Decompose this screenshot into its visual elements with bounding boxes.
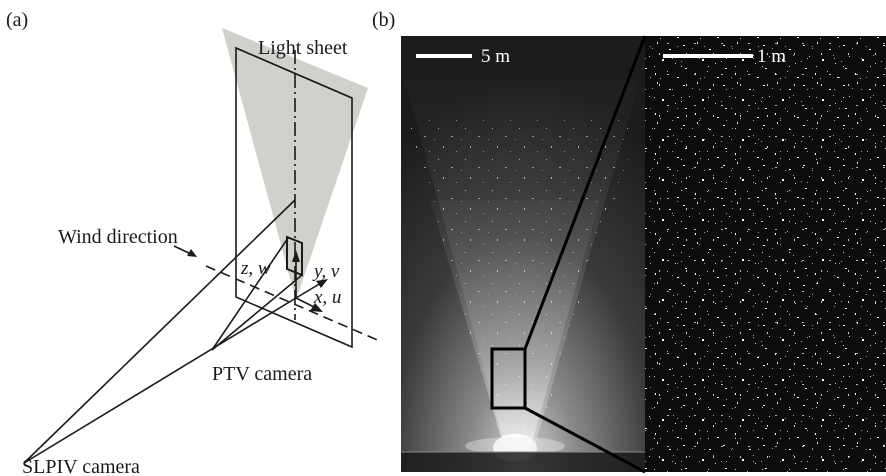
scale-bar-5m-label: 5 m [481,46,510,67]
ptv-zoom-box [490,347,527,410]
scale-bar-1m [663,54,753,58]
ptv-view-line-bottom [211,274,303,351]
panel-b: (b) 5 m 1 m [372,9,886,474]
ptv-photo [645,36,886,472]
y-axis-arrow-icon [316,279,328,288]
light-sheet-label: Light sheet [258,37,348,59]
zoom-connector-bottom [524,406,646,474]
x-axis-label: x, u [313,287,341,308]
measurement-plane-frame [235,46,353,349]
scale-bar-5m [416,54,472,58]
wind-direction-label: Wind direction [58,226,178,248]
scale-bar-1m-label: 1 m [757,46,786,67]
panel-a-label: (a) [6,9,28,31]
z-axis-arrow-icon [292,250,300,262]
slpiv-view-line-bottom [23,297,297,464]
ptv-camera-label: PTV camera [212,363,312,385]
z-axis-label: z, w [240,258,271,279]
slpiv-camera-label: SLPIV camera [22,456,140,476]
ptv-view-line-top [211,237,289,351]
wind-direction-arrow-icon [187,249,197,257]
panel-a: (a) Wind direction Light sheet z, w [6,9,383,476]
x-axis-arrow-icon [310,303,323,312]
panel-b-label: (b) [372,9,395,31]
zoom-connector-top [523,35,647,350]
y-axis-label: y, v [312,261,340,282]
slpiv-view-line-top [23,199,296,464]
